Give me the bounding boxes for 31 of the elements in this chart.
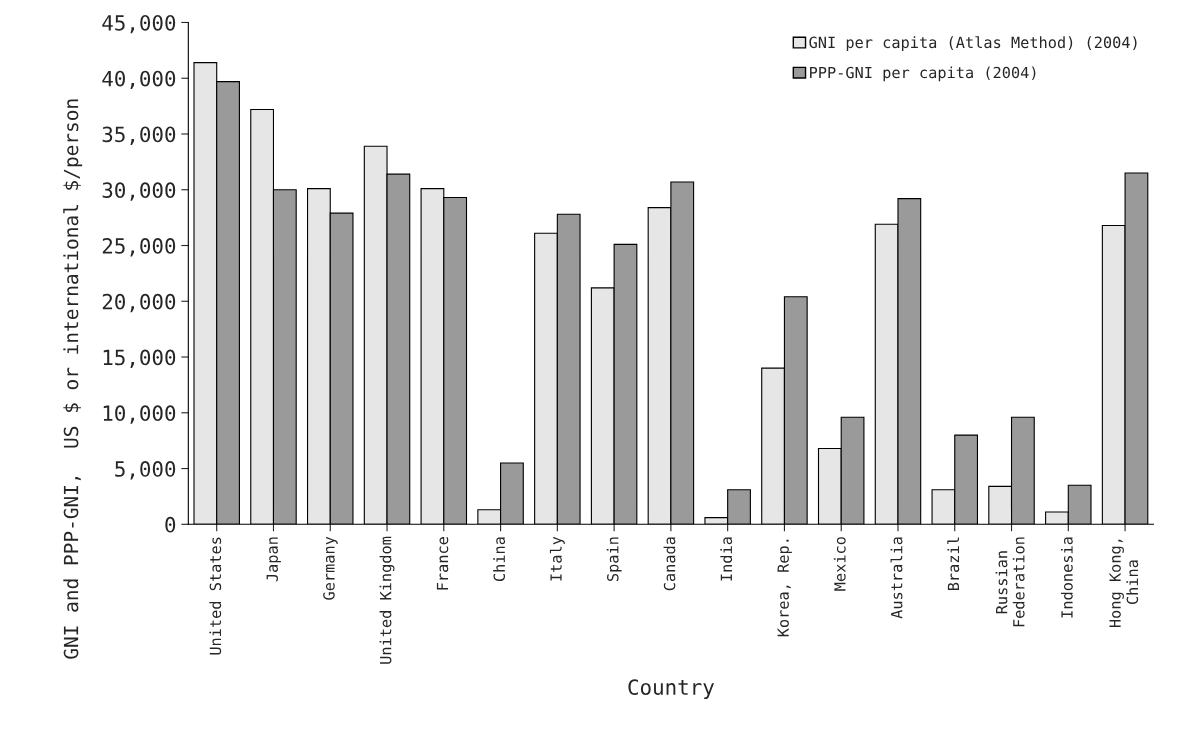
x-tick-label: Japan [266, 537, 281, 582]
y-tick-label: 40,000 [102, 70, 176, 90]
y-axis-title: GNI and PPP-GNI, US $ or international $/person [63, 99, 83, 659]
x-tick-label: China [493, 537, 506, 582]
x-tick-label: Canada [663, 537, 676, 591]
legend-label: PPP-GNI per capita (2004) [810, 66, 1036, 82]
x-tick-label: Mexico [833, 537, 846, 591]
x-tick-label: Australia [890, 537, 903, 619]
x-tick-label: United Kingdom [379, 536, 395, 664]
y-tick-label: 20,000 [102, 293, 176, 313]
x-tick-label: Korea, Rep. [777, 539, 792, 637]
x-tick-label: Hong Kong, China [1109, 539, 1139, 628]
x-axis-title: Country [628, 679, 714, 700]
x-tick-label: Brazil [947, 537, 960, 591]
y-tick-label: 35,000 [102, 126, 176, 145]
x-tick-label: Spain [606, 537, 622, 582]
x-tick-label: Indonesia [1060, 537, 1073, 618]
x-tick-label: France [436, 537, 449, 590]
y-tick-label: 30,000 [102, 182, 176, 201]
x-tick-label: United States [209, 537, 222, 655]
y-tick-label: 0 [165, 516, 176, 533]
y-tick-label: 10,000 [103, 405, 176, 424]
legend-label: GNI per capita (Atlas Method) (2004) [809, 36, 1137, 52]
x-tick-label: Italy [549, 536, 565, 581]
x-tick-label: Russian Federation [995, 537, 1025, 627]
y-tick-label: 15,000 [103, 349, 176, 368]
y-tick-label: 45,000 [102, 14, 176, 34]
y-tick-label: 5,000 [115, 461, 176, 480]
y-tick-label: 25,000 [102, 238, 176, 257]
x-tick-label: India [720, 537, 733, 581]
x-tick-label: Germany [323, 536, 338, 600]
